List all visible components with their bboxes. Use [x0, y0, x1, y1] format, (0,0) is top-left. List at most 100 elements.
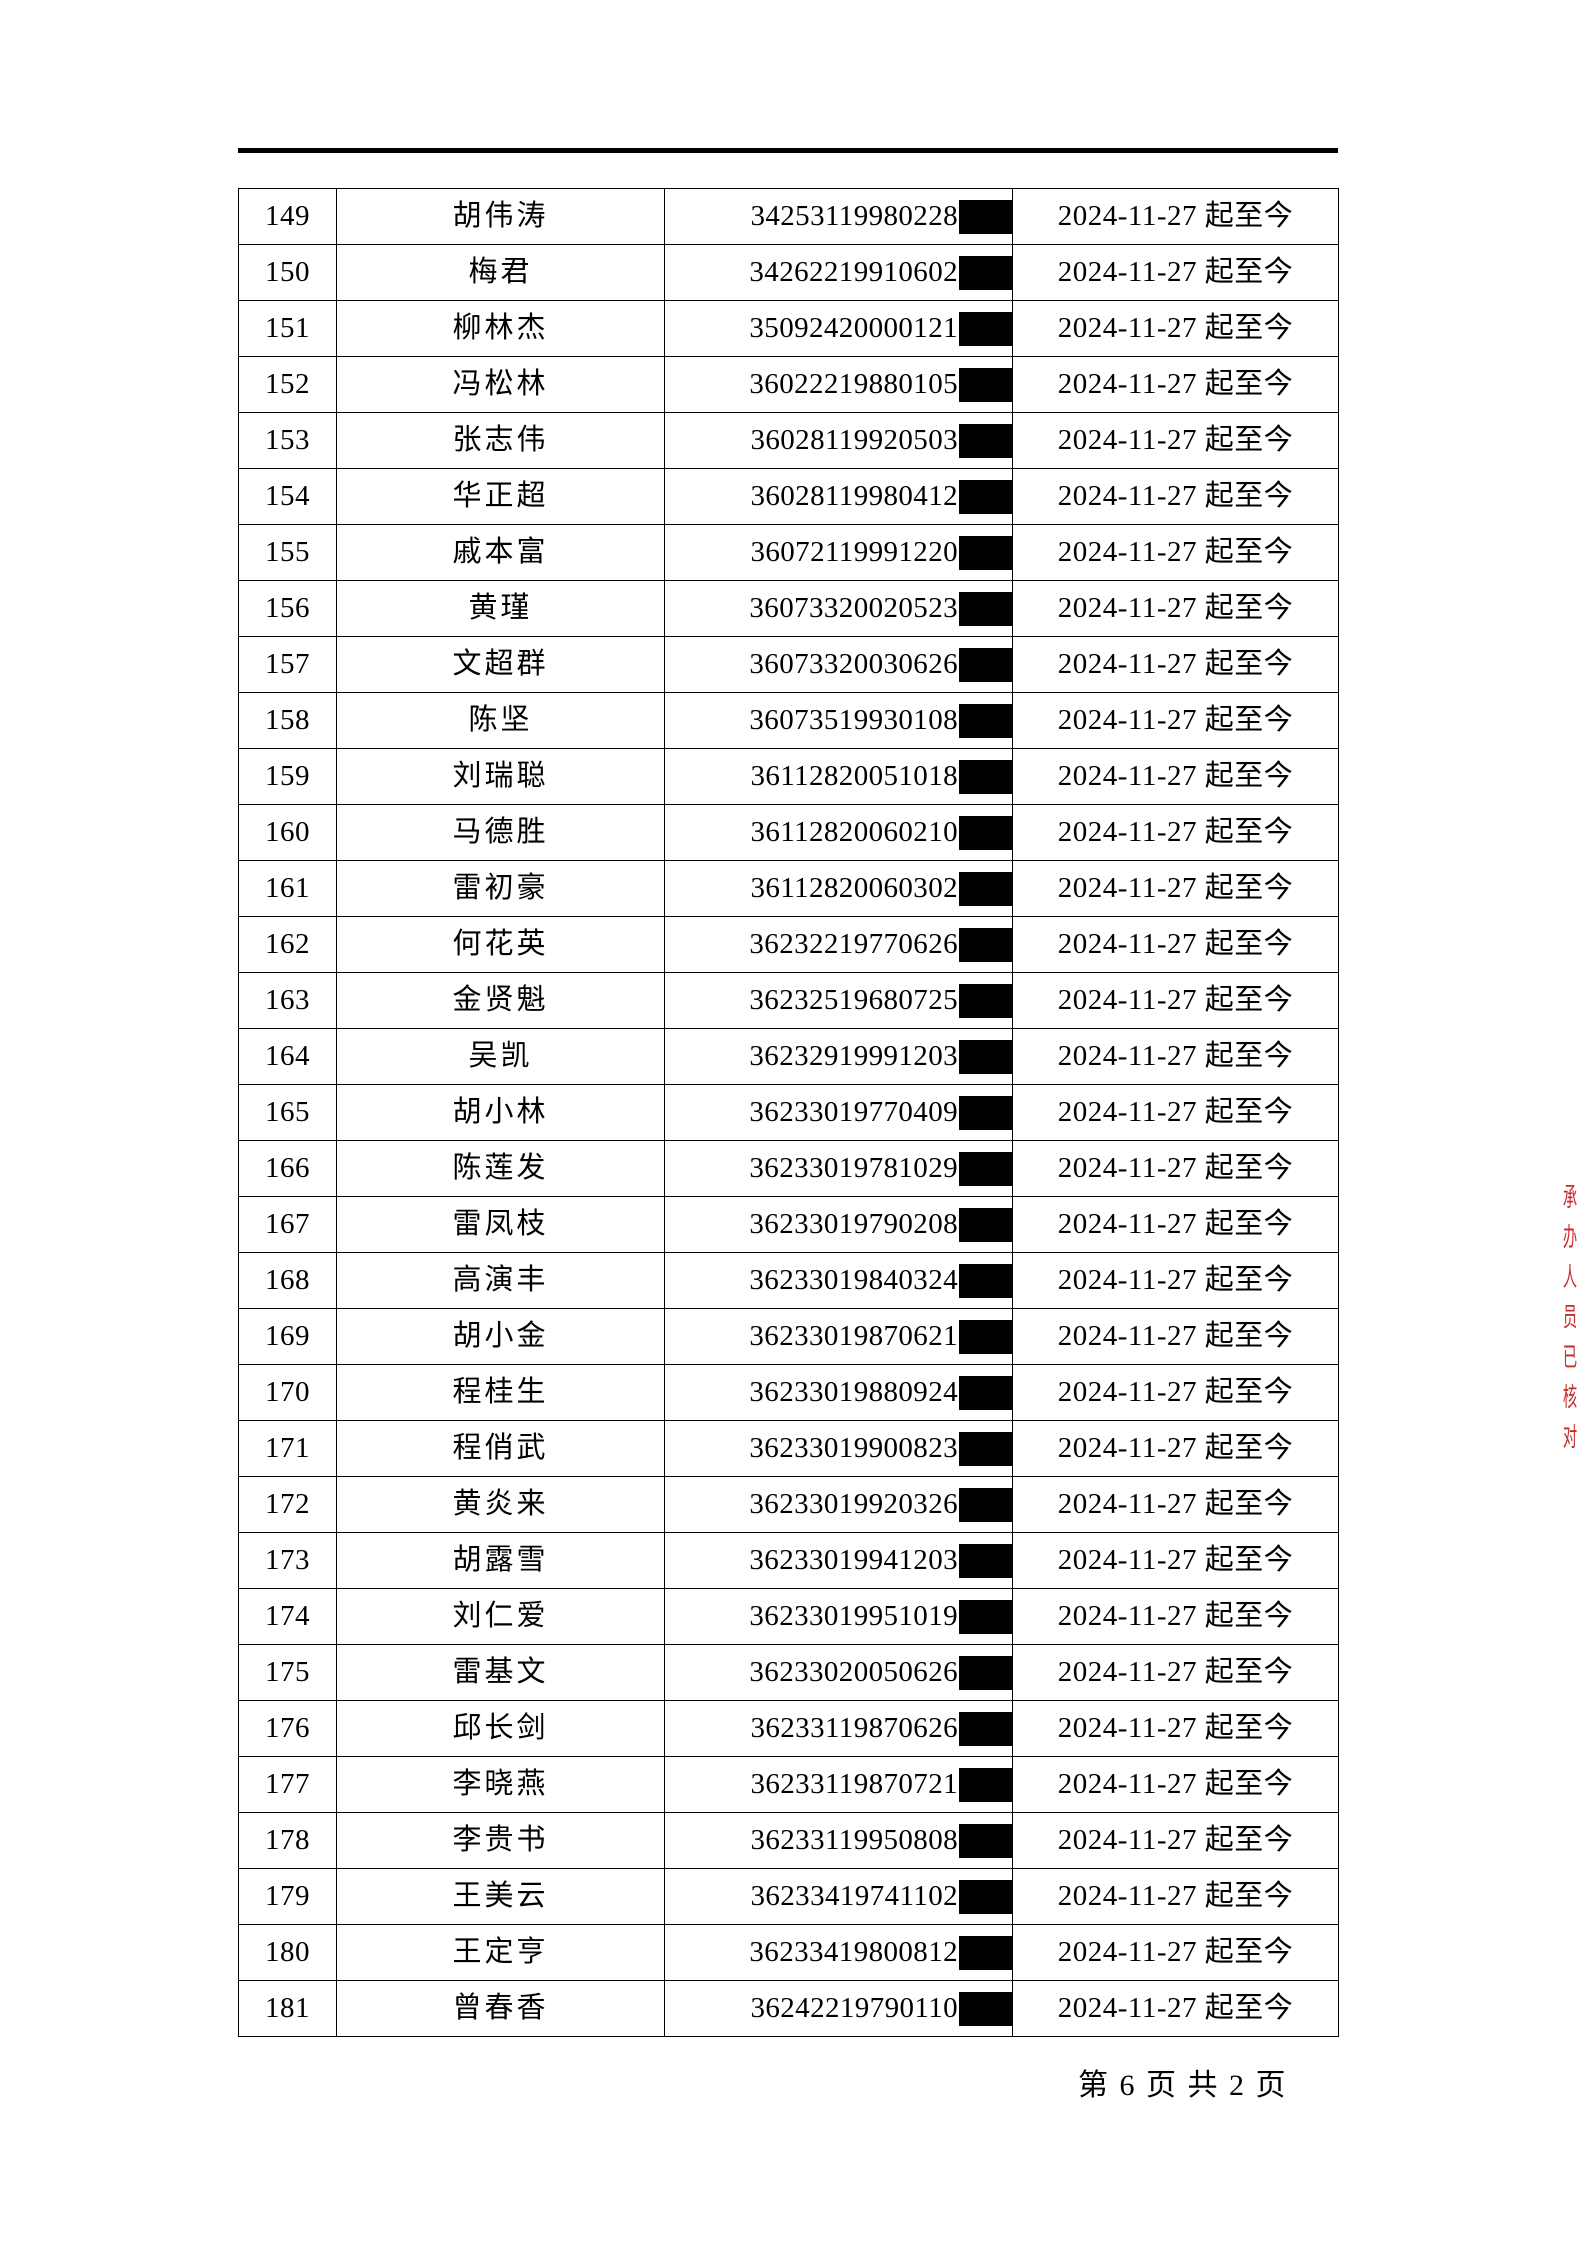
cell-id-number: 36233019941203 [664, 1532, 1013, 1589]
table-row: 165 胡小林 36233019770409 2024-11-27 起至今 [238, 1084, 1339, 1141]
cell-person-name: 冯松林 [336, 356, 665, 413]
table-row: 152 冯松林 36022219880105 2024-11-27 起至今 [238, 356, 1339, 413]
cell-date-range: 2024-11-27 起至今 [1012, 860, 1339, 917]
id-redaction-block [959, 1487, 1012, 1522]
cell-date-range: 2024-11-27 起至今 [1012, 1700, 1339, 1757]
cell-person-name: 梅君 [336, 244, 665, 301]
id-redaction-block [959, 311, 1012, 346]
cell-sequence-number: 169 [238, 1308, 337, 1365]
cell-person-name: 张志伟 [336, 412, 665, 469]
cell-person-name: 胡小金 [336, 1308, 665, 1365]
id-number-wrapper: 34262219910602 [665, 245, 1012, 300]
cell-sequence-number: 176 [238, 1700, 337, 1757]
cell-sequence-number: 167 [238, 1196, 337, 1253]
id-redaction-block [959, 1879, 1012, 1914]
cell-date-range: 2024-11-27 起至今 [1012, 1308, 1339, 1365]
cell-date-range: 2024-11-27 起至今 [1012, 1868, 1339, 1925]
id-number-text: 36028119980412 [750, 479, 958, 512]
cell-date-range: 2024-11-27 起至今 [1012, 300, 1339, 357]
cell-id-number: 36233119870626 [664, 1700, 1013, 1757]
cell-date-range: 2024-11-27 起至今 [1012, 524, 1339, 581]
table-row: 174 刘仁爱 36233019951019 2024-11-27 起至今 [238, 1588, 1339, 1645]
id-number-wrapper: 36233019941203 [665, 1533, 1012, 1588]
cell-id-number: 36233119870721 [664, 1756, 1013, 1813]
id-redaction-block [959, 591, 1012, 626]
id-redaction-block [959, 1543, 1012, 1578]
red-seal-stamp-fragment: 承办人员已核对 [1555, 1185, 1587, 1515]
cell-sequence-number: 157 [238, 636, 337, 693]
table-row: 170 程桂生 36233019880924 2024-11-27 起至今 [238, 1364, 1339, 1421]
cell-sequence-number: 149 [238, 188, 337, 245]
id-number-wrapper: 36242219790110 [665, 1981, 1012, 2036]
seal-character: 承 [1562, 1185, 1578, 1212]
id-redaction-block [959, 1207, 1012, 1242]
table-row: 150 梅君 34262219910602 2024-11-27 起至今 [238, 244, 1339, 301]
id-number-text: 36112820051018 [750, 759, 958, 792]
id-redaction-block [959, 1039, 1012, 1074]
id-number-wrapper: 36233019951019 [665, 1589, 1012, 1644]
cell-sequence-number: 161 [238, 860, 337, 917]
cell-person-name: 雷基文 [336, 1644, 665, 1701]
cell-date-range: 2024-11-27 起至今 [1012, 1140, 1339, 1197]
cell-id-number: 36072119991220 [664, 524, 1013, 581]
cell-id-number: 36073519930108 [664, 692, 1013, 749]
seal-character: 办 [1562, 1223, 1578, 1252]
cell-sequence-number: 155 [238, 524, 337, 581]
seal-character: 对 [1562, 1423, 1578, 1452]
id-number-wrapper: 36233019900823 [665, 1421, 1012, 1476]
cell-date-range: 2024-11-27 起至今 [1012, 580, 1339, 637]
id-number-text: 36073320030626 [749, 647, 958, 680]
cell-id-number: 35092420000121 [664, 300, 1013, 357]
cell-sequence-number: 171 [238, 1420, 337, 1477]
table-row: 171 程俏武 36233019900823 2024-11-27 起至今 [238, 1420, 1339, 1477]
table-row: 177 李晓燕 36233119870721 2024-11-27 起至今 [238, 1756, 1339, 1813]
table-row: 160 马德胜 36112820060210 2024-11-27 起至今 [238, 804, 1339, 861]
cell-sequence-number: 175 [238, 1644, 337, 1701]
id-number-text: 36233019920326 [749, 1487, 958, 1520]
table-row: 157 文超群 36073320030626 2024-11-27 起至今 [238, 636, 1339, 693]
id-redaction-block [959, 367, 1012, 402]
id-number-text: 36233019770409 [749, 1095, 958, 1128]
id-redaction-block [959, 255, 1012, 290]
cell-id-number: 36242219790110 [664, 1980, 1013, 2037]
cell-date-range: 2024-11-27 起至今 [1012, 244, 1339, 301]
id-number-wrapper: 35092420000121 [665, 301, 1012, 356]
cell-id-number: 36233019900823 [664, 1420, 1013, 1477]
id-number-wrapper: 36232219770626 [665, 917, 1012, 972]
roster-table-body: 149 胡伟涛 34253119980228 2024-11-27 起至今 150 梅君 3… [238, 188, 1339, 2037]
cell-sequence-number: 177 [238, 1756, 337, 1813]
cell-sequence-number: 180 [238, 1924, 337, 1981]
id-redaction-block [959, 1095, 1012, 1130]
id-number-wrapper: 36233419741102 [665, 1869, 1012, 1924]
id-number-wrapper: 36232519680725 [665, 973, 1012, 1028]
id-number-text: 36232919991203 [749, 1039, 958, 1072]
id-redaction-block [959, 815, 1012, 850]
cell-sequence-number: 158 [238, 692, 337, 749]
cell-id-number: 34262219910602 [664, 244, 1013, 301]
table-row: 151 柳林杰 35092420000121 2024-11-27 起至今 [238, 300, 1339, 357]
table-row: 159 刘瑞聪 36112820051018 2024-11-27 起至今 [238, 748, 1339, 805]
cell-person-name: 陈坚 [336, 692, 665, 749]
cell-date-range: 2024-11-27 起至今 [1012, 1812, 1339, 1869]
id-number-text: 36233419800812 [749, 1935, 958, 1968]
cell-sequence-number: 178 [238, 1812, 337, 1869]
cell-date-range: 2024-11-27 起至今 [1012, 356, 1339, 413]
id-number-wrapper: 36233119870626 [665, 1701, 1012, 1756]
id-number-text: 36233020050626 [749, 1655, 958, 1688]
table-row: 162 何花英 36232219770626 2024-11-27 起至今 [238, 916, 1339, 973]
cell-id-number: 36112820060210 [664, 804, 1013, 861]
table-row: 179 王美云 36233419741102 2024-11-27 起至今 [238, 1868, 1339, 1925]
id-number-text: 34262219910602 [749, 255, 958, 288]
id-number-text: 36073519930108 [749, 703, 958, 736]
id-number-text: 36233019951019 [749, 1599, 958, 1632]
table-row: 166 陈莲发 36233019781029 2024-11-27 起至今 [238, 1140, 1339, 1197]
cell-date-range: 2024-11-27 起至今 [1012, 1532, 1339, 1589]
cell-sequence-number: 150 [238, 244, 337, 301]
id-number-text: 36232519680725 [749, 983, 958, 1016]
id-number-wrapper: 36112820060302 [665, 861, 1012, 916]
cell-person-name: 胡小林 [336, 1084, 665, 1141]
id-number-wrapper: 36233020050626 [665, 1645, 1012, 1700]
id-redaction-block [959, 1151, 1012, 1186]
id-number-text: 36112820060302 [750, 871, 958, 904]
id-number-text: 36233119950808 [750, 1823, 958, 1856]
